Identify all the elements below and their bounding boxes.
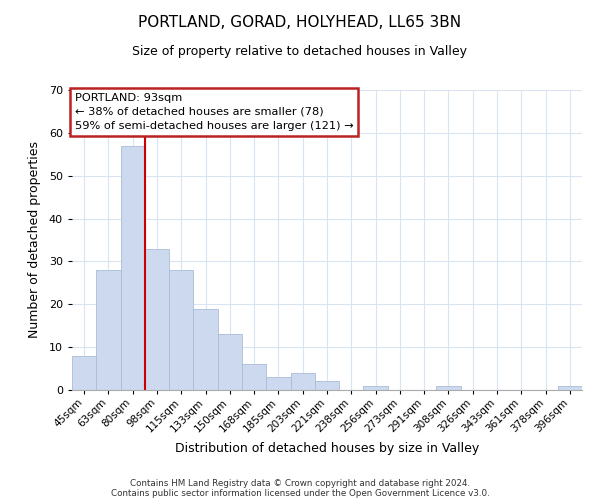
Bar [290,373,315,390]
Bar [193,308,218,390]
Text: Size of property relative to detached houses in Valley: Size of property relative to detached ho… [133,45,467,58]
Text: Contains public sector information licensed under the Open Government Licence v3: Contains public sector information licen… [110,488,490,498]
Bar [436,386,461,390]
Text: PORTLAND: 93sqm
← 38% of detached houses are smaller (78)
59% of semi-detached h: PORTLAND: 93sqm ← 38% of detached houses… [74,93,353,131]
Text: PORTLAND, GORAD, HOLYHEAD, LL65 3BN: PORTLAND, GORAD, HOLYHEAD, LL65 3BN [139,15,461,30]
X-axis label: Distribution of detached houses by size in Valley: Distribution of detached houses by size … [175,442,479,455]
Text: Contains HM Land Registry data © Crown copyright and database right 2024.: Contains HM Land Registry data © Crown c… [130,478,470,488]
Bar [364,386,388,390]
Bar [121,146,145,390]
Bar [145,248,169,390]
Bar [169,270,193,390]
Bar [558,386,582,390]
Bar [72,356,96,390]
Bar [266,377,290,390]
Bar [96,270,121,390]
Bar [242,364,266,390]
Bar [315,382,339,390]
Y-axis label: Number of detached properties: Number of detached properties [28,142,41,338]
Bar [218,334,242,390]
